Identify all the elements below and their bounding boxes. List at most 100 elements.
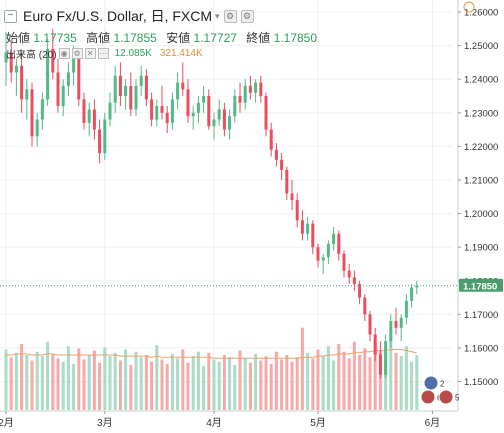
volume-label[interactable]: 出来高 (20) (6, 50, 57, 61)
volume-legend: 出来高 (20) ◉ ⚙ ✕ ⋯ 12.085K 321.414K (6, 46, 203, 61)
volume-bar (306, 352, 310, 410)
volume-bar (311, 358, 315, 410)
candle-body (373, 334, 377, 355)
candle-body (155, 106, 159, 120)
volume-bar (139, 357, 143, 410)
volume-bar (9, 357, 13, 410)
event-badge-flag[interactable] (423, 375, 439, 391)
volume-bar (363, 348, 367, 410)
volume-bar (77, 348, 81, 410)
candle-body (316, 247, 320, 261)
volume-bar (285, 355, 289, 410)
price-tick-label: 1.19000 (464, 243, 498, 254)
candle-body (4, 52, 8, 63)
volume-bar (61, 361, 65, 410)
price-scale[interactable] (458, 0, 504, 411)
volume-bar (410, 361, 414, 410)
settings-icon[interactable]: ⚙ (223, 9, 237, 23)
volume-bar (66, 346, 70, 410)
event-badge-eu-count: 5 (455, 394, 460, 403)
candle-body (404, 300, 408, 318)
event-badge-eu[interactable] (438, 389, 454, 405)
candle-body (139, 75, 143, 86)
candle-body (342, 253, 346, 271)
close-value: 1.17850 (273, 31, 318, 45)
price-tick-label: 1.25000 (464, 41, 498, 52)
candle-body (92, 109, 96, 130)
volume-bar (98, 362, 102, 410)
volume-bar (384, 359, 388, 410)
price-tick-label: 1.22000 (464, 142, 498, 153)
candle-body (113, 75, 117, 103)
volume-bar (14, 352, 18, 410)
candle-body (14, 65, 18, 73)
clock-icon[interactable] (463, 1, 475, 13)
volume-bar (222, 355, 226, 410)
candle-body (40, 99, 44, 120)
candle-body (87, 109, 91, 123)
candle-body (108, 102, 112, 120)
low-label: 安値 (166, 31, 191, 45)
more-icon[interactable]: ⋯ (97, 48, 109, 59)
eye-icon[interactable]: ◉ (58, 48, 70, 59)
volume-bar (4, 349, 8, 410)
candle-body (233, 96, 237, 117)
volume-ma-line (6, 349, 417, 359)
volume-bar (181, 349, 185, 410)
candle-body (51, 48, 55, 73)
candle-body (212, 119, 216, 127)
candle-body (82, 99, 86, 123)
volume-bar (134, 351, 138, 410)
volume-bar (254, 353, 258, 410)
candle-body (30, 89, 34, 137)
candle-body (368, 314, 372, 335)
volume-bar (202, 366, 206, 410)
event-badge-flag-count: 2 (440, 380, 445, 389)
candle-body (399, 317, 403, 328)
candle-body (321, 257, 325, 261)
candle-body (378, 354, 382, 375)
candle-body (269, 129, 273, 150)
candle-body (290, 193, 294, 201)
volume-bar (238, 350, 242, 410)
volume-bar (108, 356, 112, 410)
event-badge-us[interactable] (420, 389, 436, 405)
high-label: 高値 (86, 31, 111, 45)
candle-body (98, 129, 102, 154)
open-label: 始値 (6, 31, 31, 45)
settings-icon[interactable]: ⚙ (71, 48, 83, 59)
candle-body (326, 243, 330, 258)
candle-body (300, 220, 304, 234)
close-icon[interactable]: ✕ (84, 48, 96, 59)
gear-icon[interactable]: ⚙ (240, 9, 254, 23)
volume-bar (155, 345, 159, 410)
candle-body (259, 82, 263, 97)
symbol-title[interactable]: Euro Fx/U.S. Dollar, 日, FXCM (23, 8, 213, 24)
candle-body (160, 106, 164, 113)
candle-body (337, 233, 341, 254)
candle-body (124, 85, 128, 97)
volume-bar (347, 358, 351, 410)
candle-body (264, 96, 268, 130)
candle-body (103, 119, 107, 154)
volume-bar (72, 363, 76, 410)
current-price-tag (459, 278, 503, 292)
candle-body (248, 85, 252, 93)
candle-body (176, 82, 180, 100)
candle-body (66, 72, 70, 86)
volume-bar (103, 347, 107, 410)
volume-bar (118, 360, 122, 410)
volume-bar (40, 356, 44, 410)
volume-bar (129, 364, 133, 410)
candle-body (274, 149, 278, 160)
low-value: 1.17727 (193, 31, 237, 45)
volume-bar (35, 351, 39, 410)
price-tick-label: 1.24000 (464, 75, 498, 86)
volume-bar (212, 359, 216, 410)
candle-body (358, 284, 362, 298)
chevron-down-icon[interactable]: ▾ (215, 10, 220, 21)
candle-body (196, 102, 200, 113)
candle-body (363, 297, 367, 315)
collapse-icon[interactable]: − (4, 9, 17, 23)
